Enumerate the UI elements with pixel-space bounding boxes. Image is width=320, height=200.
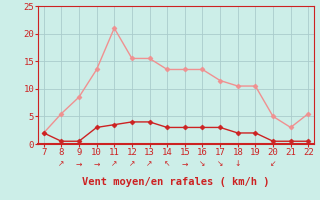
Text: ↘: ↘ <box>199 160 206 168</box>
Text: ↙: ↙ <box>270 160 276 168</box>
Text: ↓: ↓ <box>235 160 241 168</box>
Text: →: → <box>182 160 188 168</box>
Text: ↗: ↗ <box>146 160 153 168</box>
X-axis label: Vent moyen/en rafales ( km/h ): Vent moyen/en rafales ( km/h ) <box>82 177 270 187</box>
Text: ↘: ↘ <box>217 160 223 168</box>
Text: ↗: ↗ <box>129 160 135 168</box>
Text: →: → <box>93 160 100 168</box>
Text: ↗: ↗ <box>111 160 117 168</box>
Text: ↗: ↗ <box>58 160 65 168</box>
Text: →: → <box>76 160 82 168</box>
Text: ↖: ↖ <box>164 160 170 168</box>
